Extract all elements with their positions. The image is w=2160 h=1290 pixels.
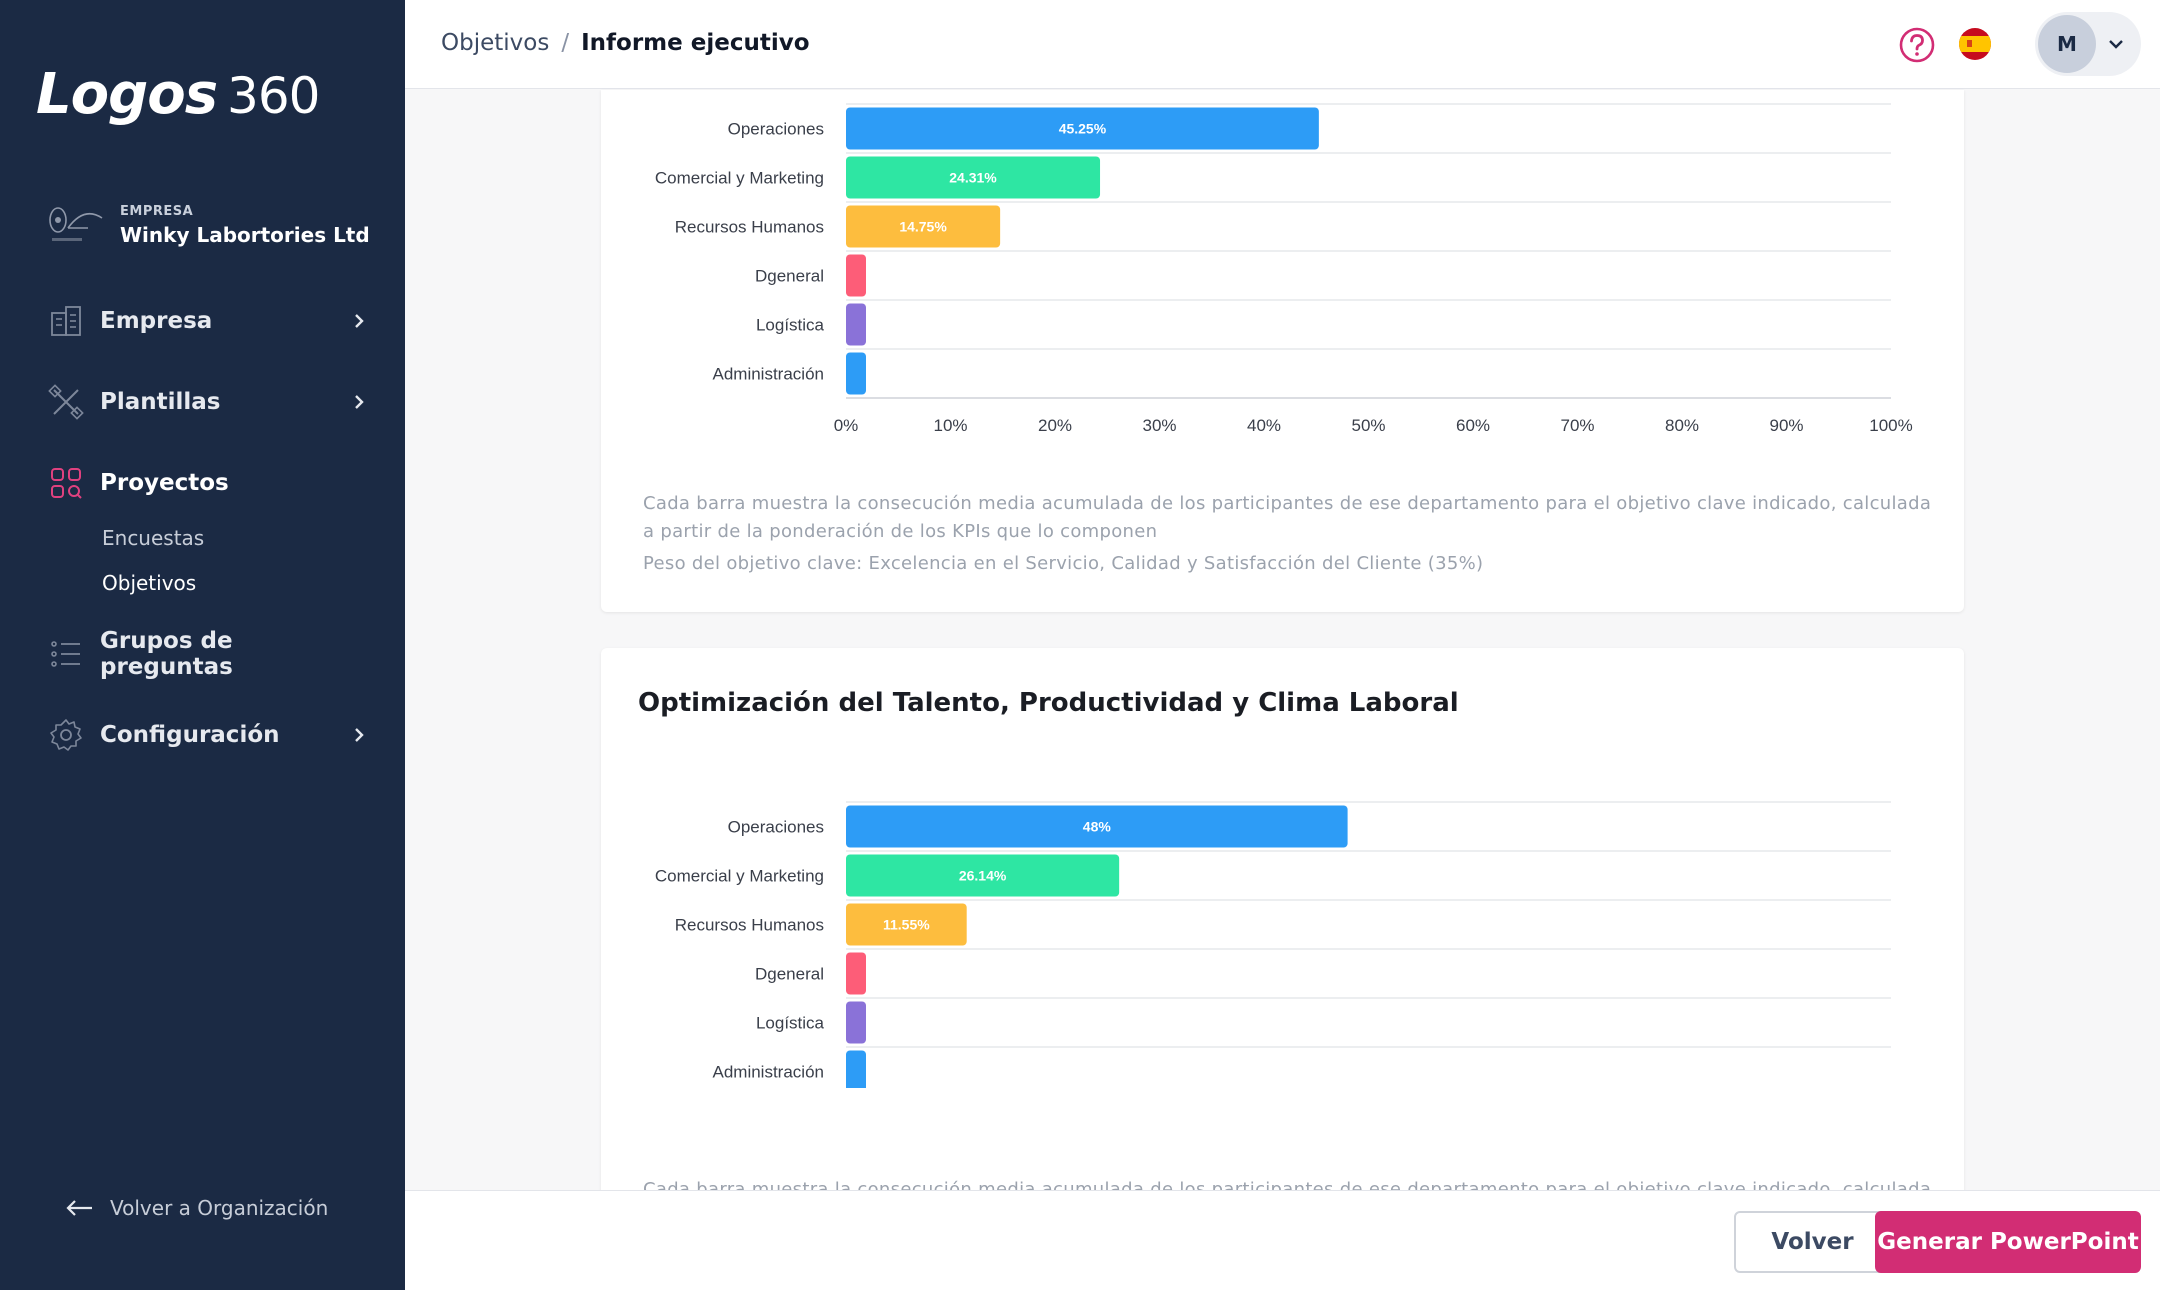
card-title: Optimización del Talento, Productividad … [638,688,1459,718]
sidebar-subitem-encuestas[interactable]: Encuestas [102,526,205,550]
bar-value-label: 11.55% [883,917,930,933]
category-label: Dgeneral [755,965,824,984]
sidebar-item-plantillas[interactable]: Plantillas [48,380,368,424]
bar-value-label: 45.25% [1059,121,1107,137]
bar[interactable] [846,205,1001,248]
sidebar-item-proyectos[interactable]: Proyectos [48,461,368,505]
objective-weight-note: Peso del objetivo clave: Excelencia en e… [643,553,1484,574]
sidebar-item-label: Proyectos [100,470,229,496]
chart-svg-2: Operaciones 48% Comercial y Marketing 26.14… [655,801,1891,1089]
bar[interactable] [846,254,866,297]
sidebar-item-label: Plantillas [100,389,221,415]
x-tick-label: 30% [1142,416,1176,435]
avatar: M [2038,15,2096,73]
category-label: Comercial y Marketing [655,169,824,188]
category-label: Dgeneral [755,267,824,286]
sidebar-item-label: Grupos de preguntas [100,628,233,680]
category-label: Recursos Humanos [675,916,824,935]
sidebar-item-grupos-de-preguntas[interactable]: Grupos de preguntas [48,628,368,680]
sidebar-item-configuracion[interactable]: Configuración [48,713,368,757]
x-tick-label: 80% [1665,416,1699,435]
help-icon[interactable] [1898,26,1936,64]
sidebar-item-label: Empresa [100,308,213,334]
gear-icon [50,719,82,751]
category-label: Comercial y Marketing [655,867,824,886]
x-tick-label: 0% [834,416,859,435]
app-logo[interactable]: Logos 360 [36,62,320,127]
chart-svg-1: Operaciones 45.25% Comercial y Marketing 24… [655,103,1913,435]
category-label: Operaciones [728,818,824,837]
x-tick-label: 10% [933,416,967,435]
back-button[interactable]: Volver [1734,1211,1891,1273]
x-tick-label: 90% [1769,416,1803,435]
back-label: Volver a Organización [110,1196,329,1220]
category-label: Administración [713,1063,825,1082]
bar[interactable] [846,156,1101,199]
x-tick-label: 50% [1351,416,1385,435]
category-label: Recursos Humanos [675,218,824,237]
company-tag: EMPRESA [120,203,194,219]
chevron-right-icon [355,728,364,742]
generate-powerpoint-button[interactable]: Generar PowerPoint [1875,1211,2141,1273]
breadcrumb-separator: / [561,30,570,56]
list-icon [51,641,80,667]
bar-chart-2: Operaciones 48% Comercial y Marketing 26.14… [601,788,1964,1088]
category-label: Operaciones [728,120,824,139]
bar[interactable] [846,854,1120,897]
company-name: Winky Labortories Ltd [120,222,370,247]
user-menu[interactable]: M [2035,12,2141,76]
chevron-right-icon [355,395,364,409]
back-to-organization-link[interactable]: Volver a Organización [64,1196,328,1220]
bar-value-label: 24.31% [949,170,997,186]
breadcrumb-objetivos[interactable]: Objetivos [441,30,550,56]
bar[interactable] [846,1050,866,1089]
x-tick-label: 70% [1560,416,1594,435]
footer-bar: Volver Generar PowerPoint [405,1190,2160,1290]
x-tick-label: 20% [1038,416,1072,435]
arrow-left-icon [66,1200,92,1216]
x-tick-label: 100% [1869,416,1912,435]
bar[interactable] [846,805,1348,848]
sidebar: Logos 360 EMPRESA Winky Labortories Ltd E… [0,0,405,1290]
breadcrumb-current: Informe ejecutivo [581,30,810,56]
company-logo-icon [49,207,103,241]
breadcrumb: Objetivos / Informe ejecutivo [441,30,810,56]
spain-flag-icon[interactable] [1959,28,1991,60]
bar-chart-1: Operaciones 45.25% Comercial y Marketing 24… [601,90,1964,440]
category-label: Logística [756,1014,825,1033]
grid-search-icon [51,468,82,499]
logo-text: Logos [36,62,218,127]
sidebar-item-label: Configuración [100,722,280,748]
chart-note: Cada barra muestra la consecución media … [643,493,1932,542]
bar[interactable] [846,352,866,395]
sidebar-item-empresa[interactable]: Empresa [48,299,368,343]
company-block: EMPRESA Winky Labortories Ltd [44,198,370,252]
bar-value-label: 14.75% [899,219,947,235]
chevron-right-icon [355,314,364,328]
tools-icon [48,384,84,420]
bar-value-label: 26.14% [959,868,1007,884]
objective-card-2: Optimización del Talento, Productividad … [601,648,1964,1228]
x-tick-label: 60% [1456,416,1490,435]
chevron-down-icon [2109,40,2123,49]
bar[interactable] [846,952,866,995]
top-header: Objetivos / Informe ejecutivo M [405,0,2160,89]
bar-value-label: 48% [1083,819,1112,835]
building-icon [51,306,81,336]
category-label: Logística [756,316,825,335]
category-label: Administración [713,365,825,384]
bar[interactable] [846,1001,866,1044]
bar[interactable] [846,107,1319,150]
sidebar-subitem-objetivos[interactable]: Objetivos [102,571,197,595]
bar[interactable] [846,303,866,346]
bar[interactable] [846,903,967,946]
logo-number: 360 [227,67,320,125]
objective-card-1: Operaciones 45.25% Comercial y Marketing 24… [601,90,1964,612]
x-tick-label: 40% [1247,416,1281,435]
